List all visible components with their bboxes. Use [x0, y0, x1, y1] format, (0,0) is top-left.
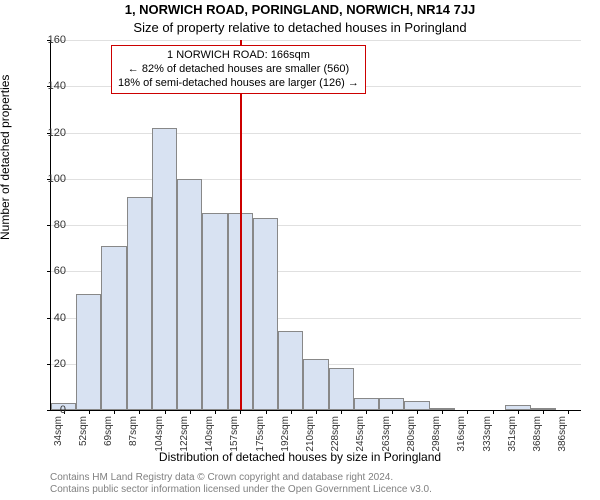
histogram-bar	[152, 128, 177, 410]
x-tick-mark	[291, 410, 292, 414]
histogram-bar	[101, 246, 126, 410]
x-tick-label: 140sqm	[204, 416, 215, 452]
x-tick-mark	[215, 410, 216, 414]
gridline	[51, 133, 581, 134]
y-tick-mark	[47, 225, 51, 226]
x-tick-label: 192sqm	[280, 416, 291, 452]
x-tick-mark	[467, 410, 468, 414]
x-tick-mark	[417, 410, 418, 414]
y-tick-label: 120	[48, 127, 66, 139]
y-tick-label: 100	[48, 173, 66, 185]
y-tick-label: 60	[54, 265, 66, 277]
y-tick-label: 160	[48, 34, 66, 46]
annotation-box: 1 NORWICH ROAD: 166sqm← 82% of detached …	[111, 45, 366, 94]
x-axis-label: Distribution of detached houses by size …	[0, 450, 600, 464]
y-tick-label: 80	[54, 219, 66, 231]
x-tick-mark	[493, 410, 494, 414]
x-tick-label: 245sqm	[355, 416, 366, 452]
histogram-bar	[404, 401, 429, 410]
x-tick-label: 122sqm	[179, 416, 190, 452]
histogram-bar	[329, 368, 354, 410]
x-tick-label: 69sqm	[103, 416, 114, 446]
chart-title-sub: Size of property relative to detached ho…	[0, 20, 600, 35]
x-tick-mark	[392, 410, 393, 414]
x-tick-mark	[316, 410, 317, 414]
x-tick-mark	[341, 410, 342, 414]
histogram-bar	[202, 213, 227, 410]
x-tick-label: 210sqm	[305, 416, 316, 452]
histogram-bar	[303, 359, 328, 410]
y-tick-mark	[47, 318, 51, 319]
x-tick-label: 263sqm	[381, 416, 392, 452]
x-tick-mark	[543, 410, 544, 414]
x-tick-mark	[139, 410, 140, 414]
histogram-bar	[127, 197, 152, 410]
x-tick-label: 386sqm	[557, 416, 568, 452]
x-tick-label: 316sqm	[456, 416, 467, 452]
x-tick-label: 175sqm	[255, 416, 266, 452]
x-tick-label: 351sqm	[507, 416, 518, 452]
x-tick-mark	[165, 410, 166, 414]
x-tick-label: 333sqm	[482, 416, 493, 452]
x-tick-mark	[366, 410, 367, 414]
chart-container: 1, NORWICH ROAD, PORINGLAND, NORWICH, NR…	[0, 0, 600, 500]
x-tick-mark	[266, 410, 267, 414]
x-tick-mark	[240, 410, 241, 414]
histogram-bar	[379, 398, 404, 410]
marker-line	[240, 40, 242, 410]
histogram-bar	[354, 398, 379, 410]
y-tick-mark	[47, 271, 51, 272]
x-tick-mark	[568, 410, 569, 414]
x-tick-label: 368sqm	[532, 416, 543, 452]
gridline	[51, 40, 581, 41]
annotation-line3: 18% of semi-detached houses are larger (…	[118, 77, 359, 91]
footer-line1: Contains HM Land Registry data © Crown c…	[50, 472, 580, 484]
histogram-bar	[177, 179, 202, 410]
annotation-line2: ← 82% of detached houses are smaller (56…	[118, 63, 359, 77]
y-tick-label: 0	[60, 404, 66, 416]
x-tick-mark	[442, 410, 443, 414]
y-axis-label: Number of detached properties	[0, 75, 12, 240]
gridline	[51, 179, 581, 180]
x-tick-label: 298sqm	[431, 416, 442, 452]
y-tick-label: 140	[48, 80, 66, 92]
y-tick-mark	[47, 364, 51, 365]
footer-line2: Contains public sector information licen…	[50, 484, 580, 496]
x-tick-label: 104sqm	[154, 416, 165, 452]
x-tick-mark	[190, 410, 191, 414]
y-tick-label: 20	[54, 358, 66, 370]
annotation-line1: 1 NORWICH ROAD: 166sqm	[118, 49, 359, 63]
chart-title-address: 1, NORWICH ROAD, PORINGLAND, NORWICH, NR…	[0, 2, 600, 17]
x-tick-mark	[114, 410, 115, 414]
histogram-bar	[76, 294, 101, 410]
x-tick-label: 34sqm	[53, 416, 64, 446]
x-tick-label: 52sqm	[78, 416, 89, 446]
x-tick-label: 228sqm	[330, 416, 341, 452]
x-tick-mark	[518, 410, 519, 414]
histogram-bar	[253, 218, 278, 410]
plot-area: 34sqm52sqm69sqm87sqm104sqm122sqm140sqm15…	[50, 40, 581, 411]
x-tick-mark	[89, 410, 90, 414]
x-tick-label: 87sqm	[128, 416, 139, 446]
histogram-bar	[278, 331, 303, 410]
footer-attribution: Contains HM Land Registry data © Crown c…	[50, 472, 580, 496]
x-tick-label: 280sqm	[406, 416, 417, 452]
y-tick-label: 40	[54, 312, 66, 324]
y-tick-mark	[47, 410, 51, 411]
x-tick-label: 157sqm	[229, 416, 240, 452]
